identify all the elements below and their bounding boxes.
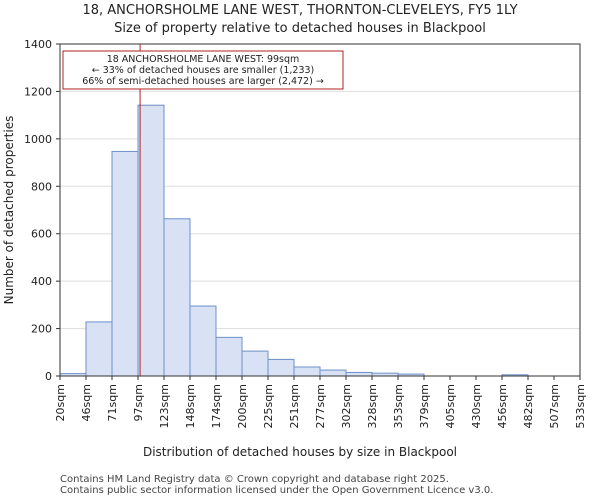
x-tick-label: 507sqm bbox=[548, 384, 561, 428]
y-tick-label: 800 bbox=[31, 180, 52, 193]
x-tick-label: 200sqm bbox=[236, 384, 249, 428]
bar bbox=[189, 305, 217, 377]
x-tick-label: 482sqm bbox=[522, 384, 535, 428]
bar bbox=[85, 321, 113, 377]
x-tick-label: 379sqm bbox=[418, 384, 431, 428]
x-tick-label: 174sqm bbox=[210, 384, 223, 428]
annotation-line-2: ← 33% of detached houses are smaller (1,… bbox=[92, 65, 315, 76]
footer-line-1: Contains HM Land Registry data © Crown c… bbox=[60, 474, 449, 485]
bar bbox=[241, 350, 269, 377]
x-tick-label: 123sqm bbox=[158, 384, 171, 428]
bar bbox=[215, 336, 243, 377]
x-tick-label: 456sqm bbox=[496, 384, 509, 428]
x-tick-label: 277sqm bbox=[314, 384, 327, 428]
y-tick-label: 1200 bbox=[24, 85, 52, 98]
bar bbox=[163, 218, 191, 377]
y-tick-label: 600 bbox=[31, 228, 52, 241]
x-tick-label: 328sqm bbox=[366, 384, 379, 428]
x-axis-label: Distribution of detached houses by size … bbox=[143, 445, 457, 459]
x-tick-label: 353sqm bbox=[392, 384, 405, 428]
bar bbox=[319, 369, 347, 377]
y-tick-label: 200 bbox=[31, 323, 52, 336]
y-tick-label: 0 bbox=[45, 370, 52, 383]
y-tick-label: 1000 bbox=[24, 133, 52, 146]
x-tick-label: 148sqm bbox=[184, 384, 197, 428]
x-tick-label: 46sqm bbox=[80, 384, 93, 421]
y-axis-label: Number of detached properties bbox=[2, 116, 16, 305]
x-tick-label: 405sqm bbox=[444, 384, 457, 428]
x-tick-label: 430sqm bbox=[470, 384, 483, 428]
annotation-line-3: 66% of semi-detached houses are larger (… bbox=[82, 76, 324, 87]
chart-title: 18, ANCHORSHOLME LANE WEST, THORNTON-CLE… bbox=[82, 3, 517, 18]
x-tick-label: 302sqm bbox=[340, 384, 353, 428]
y-tick-label: 400 bbox=[31, 275, 52, 288]
bars bbox=[59, 104, 529, 377]
x-tick-label: 533sqm bbox=[574, 384, 587, 428]
x-axis-ticks: 20sqm 46sqm 71sqm 97sqm 123sqm 148sqm 174sqm 20… bbox=[54, 376, 587, 428]
annotation-line-1: 18 ANCHORSHOLME LANE WEST: 99sqm bbox=[107, 54, 300, 65]
x-tick-label: 251sqm bbox=[288, 384, 301, 428]
plot-frame bbox=[59, 43, 581, 377]
chart-subtitle: Size of property relative to detached ho… bbox=[114, 21, 486, 36]
bar bbox=[345, 371, 373, 377]
bar bbox=[111, 150, 139, 377]
y-tick-label: 1400 bbox=[24, 38, 52, 51]
annotation-box: 18 ANCHORSHOLME LANE WEST: 99sqm ← 33% o… bbox=[62, 50, 344, 90]
bar bbox=[293, 366, 321, 377]
bar bbox=[267, 358, 295, 377]
y-axis-ticks: 0 200 400 600 800 1000 1200 1400 bbox=[24, 38, 60, 383]
x-tick-label: 225sqm bbox=[262, 384, 275, 428]
x-tick-label: 20sqm bbox=[54, 384, 67, 421]
footer-line-2: Contains public sector information licen… bbox=[60, 485, 494, 496]
x-tick-label: 71sqm bbox=[106, 384, 119, 421]
annotation-frame bbox=[62, 50, 344, 90]
bar bbox=[137, 104, 165, 377]
x-tick-label: 97sqm bbox=[132, 384, 145, 421]
